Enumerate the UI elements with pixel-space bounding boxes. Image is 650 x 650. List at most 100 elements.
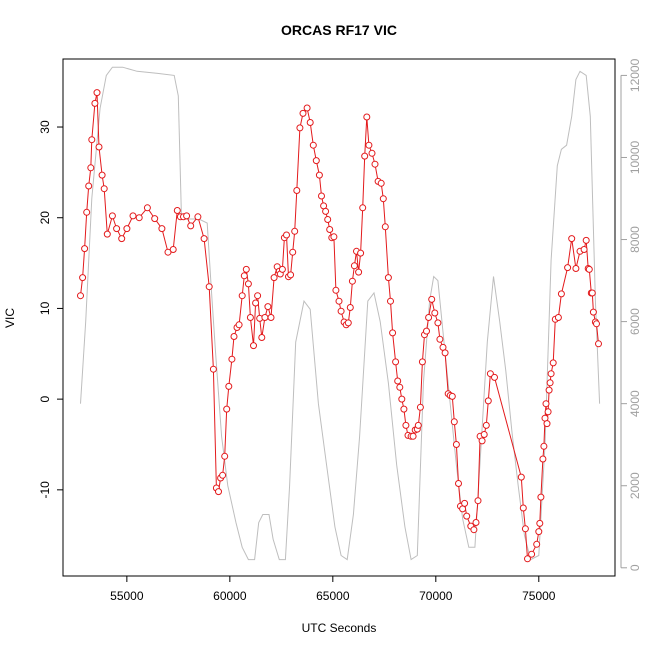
vic-point — [357, 249, 365, 257]
vic-point — [588, 289, 596, 297]
vic-point — [113, 225, 121, 233]
vic-point — [418, 358, 426, 366]
vic-point — [287, 271, 295, 279]
y-axis-label: VIC — [3, 308, 17, 328]
vic-point — [264, 303, 272, 311]
vic-point — [359, 204, 367, 212]
vic-point — [450, 418, 458, 426]
y-tick-label: 10 — [38, 301, 52, 315]
vic-point — [540, 442, 548, 450]
vic-point — [98, 171, 106, 179]
vic-point — [379, 195, 387, 203]
vic-point — [582, 236, 590, 244]
y-tick-label: 30 — [38, 120, 52, 134]
vic-point — [209, 365, 217, 373]
y-axis: -10 0 10 20 30 — [38, 120, 63, 499]
y-tick-label: -10 — [38, 481, 52, 499]
vic-point — [593, 320, 600, 328]
vic-point — [346, 304, 354, 311]
y-tick-label: 0 — [38, 395, 52, 402]
vic-point — [315, 171, 323, 179]
vic-point — [392, 358, 400, 366]
chart-title: ORCAS RF17 VIC — [281, 22, 397, 38]
x-tick-label: 55000 — [110, 589, 144, 603]
vic-point — [240, 272, 248, 280]
vic-point — [564, 264, 572, 272]
y2-tick-label: 4000 — [628, 390, 642, 417]
vic-series — [77, 89, 602, 563]
vic-point — [194, 213, 202, 221]
vic-point — [219, 471, 227, 479]
vic-point — [434, 319, 442, 327]
vic-point — [484, 397, 492, 405]
vic-point — [108, 212, 116, 220]
vic-point — [335, 297, 343, 305]
vic-point — [423, 327, 430, 335]
vic-point — [480, 431, 488, 438]
vic-point — [389, 329, 397, 337]
vic-point — [478, 437, 486, 445]
vic-point — [258, 334, 266, 341]
vic-point — [348, 277, 356, 285]
vic-point — [448, 392, 456, 400]
vic-point — [289, 248, 297, 256]
vic-point — [267, 314, 275, 321]
vic-point — [463, 512, 471, 520]
vic-point — [535, 528, 543, 536]
vic-point — [223, 405, 231, 413]
vic-point — [580, 246, 588, 253]
vic-point — [85, 182, 93, 190]
vic-point — [536, 519, 544, 527]
vic-point — [350, 262, 358, 270]
vic-point — [474, 497, 482, 505]
vic-point — [394, 377, 402, 385]
vic-point — [187, 222, 195, 230]
vic-point — [491, 373, 498, 381]
vic-point — [326, 226, 334, 233]
vic-point — [381, 223, 389, 231]
vic-point — [88, 136, 96, 144]
x-tick-label: 60000 — [213, 589, 247, 603]
vic-point — [299, 109, 307, 117]
vic-point — [337, 307, 345, 315]
vic-point — [283, 231, 290, 239]
vic-point — [543, 420, 551, 428]
x-axis-label: UTC Seconds — [302, 621, 377, 635]
vic-point — [425, 314, 433, 321]
vic-point — [517, 473, 525, 481]
vic-point — [296, 124, 304, 132]
vic-point — [250, 342, 257, 350]
x-axis: 55000 60000 65000 70000 75000 — [110, 576, 556, 603]
vic-point — [77, 292, 84, 300]
vic-point — [332, 286, 340, 294]
vic-point — [252, 299, 260, 307]
vic-point — [173, 207, 181, 214]
vic-point — [151, 215, 159, 223]
vic-point — [215, 488, 222, 496]
vic-point — [377, 179, 385, 187]
vic-point — [542, 400, 550, 408]
y2-tick-label: 8000 — [628, 226, 642, 253]
vic-point — [537, 493, 545, 501]
y-tick-label: 20 — [38, 211, 52, 225]
vic-point — [322, 207, 330, 215]
vic-point — [361, 152, 369, 160]
y2-tick-label: 6000 — [628, 308, 642, 335]
y2-axis: 0 2000 4000 6000 8000 10000 12000 — [620, 58, 642, 571]
vic-point — [183, 212, 191, 220]
vic-point — [519, 504, 527, 512]
vic-point — [244, 280, 252, 288]
vic-point — [254, 292, 262, 300]
vic-point — [261, 314, 269, 321]
vic-point — [238, 292, 246, 300]
vic-line — [80, 92, 599, 561]
vic-point — [554, 314, 562, 321]
vic-point — [455, 480, 462, 487]
vic-point — [384, 274, 392, 282]
vic-point — [371, 160, 379, 168]
vic-point — [318, 192, 325, 200]
y2-tick-label: 12000 — [628, 58, 642, 92]
vic-point — [143, 204, 151, 212]
vic-point — [533, 540, 541, 548]
